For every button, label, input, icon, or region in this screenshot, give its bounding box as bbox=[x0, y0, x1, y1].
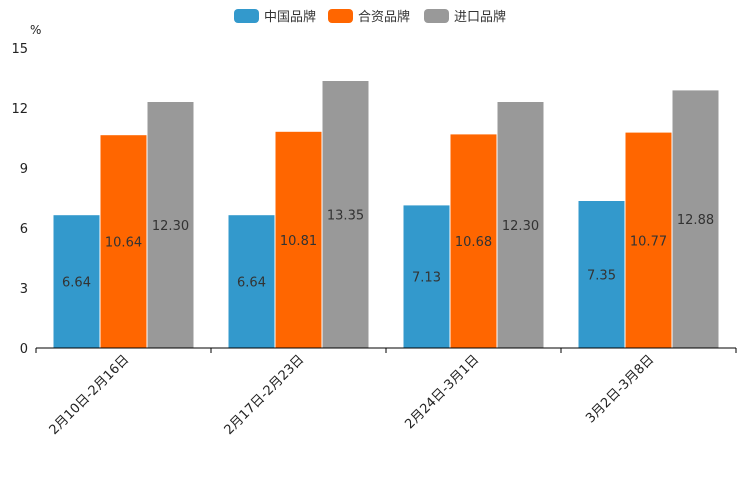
legend-label-3[interactable]: 进口品牌 bbox=[454, 9, 506, 25]
value-label: 12.88 bbox=[677, 213, 714, 228]
bar-2-2[interactable] bbox=[275, 131, 322, 348]
legend: 中国品牌 合资品牌 进口品牌 bbox=[234, 9, 506, 25]
bar-3-1[interactable] bbox=[147, 102, 194, 348]
bar-1-1[interactable] bbox=[53, 215, 100, 348]
legend-swatch-3[interactable] bbox=[424, 9, 449, 23]
legend-swatch-1[interactable] bbox=[234, 9, 259, 23]
value-label: 10.64 bbox=[105, 236, 142, 251]
value-label: 12.30 bbox=[152, 219, 189, 234]
value-label: 12.30 bbox=[502, 219, 539, 234]
y-axis-unit-label: % bbox=[30, 23, 41, 37]
bar-3-2[interactable] bbox=[322, 81, 369, 348]
value-label: 13.35 bbox=[327, 209, 364, 224]
x-category-label: 2月17日-2月23日 bbox=[222, 352, 308, 438]
x-category-label: 2月10日-2月16日 bbox=[47, 352, 133, 438]
bars bbox=[53, 81, 719, 349]
legend-label-1[interactable]: 中国品牌 bbox=[264, 9, 316, 25]
y-tick-label: 9 bbox=[20, 162, 28, 177]
bar-2-3[interactable] bbox=[450, 134, 497, 348]
value-label: 7.35 bbox=[587, 269, 616, 284]
value-label: 10.81 bbox=[280, 234, 317, 249]
bar-3-3[interactable] bbox=[497, 102, 544, 348]
y-axis: 0 3 6 9 12 15 bbox=[11, 42, 28, 357]
value-label: 10.68 bbox=[455, 235, 492, 250]
value-label: 6.64 bbox=[62, 276, 91, 291]
x-axis: 2月10日-2月16日 2月17日-2月23日 2月24日-3月1日 3月2日-3月8… bbox=[35, 348, 737, 438]
x-category-label: 2月24日-3月1日 bbox=[402, 352, 482, 432]
y-tick-label: 12 bbox=[11, 102, 28, 117]
bar-3-4[interactable] bbox=[672, 90, 719, 349]
y-tick-label: 15 bbox=[11, 42, 28, 57]
legend-swatch-2[interactable] bbox=[328, 9, 353, 23]
value-label: 10.77 bbox=[630, 234, 667, 249]
bar-2-4[interactable] bbox=[625, 132, 672, 348]
legend-label-2[interactable]: 合资品牌 bbox=[358, 9, 410, 25]
y-tick-label: 6 bbox=[20, 222, 28, 237]
value-labels: 6.64 10.64 12.30 6.64 10.81 13.35 7.13 10.68 12.… bbox=[62, 209, 714, 291]
bar-1-2[interactable] bbox=[228, 215, 275, 348]
y-tick-label: 0 bbox=[20, 342, 28, 357]
bar-1-4[interactable] bbox=[578, 201, 625, 348]
value-label: 6.64 bbox=[237, 276, 266, 291]
x-category-label: 3月2日-3月8日 bbox=[583, 352, 657, 426]
bar-1-3[interactable] bbox=[403, 205, 450, 348]
bar-2-1[interactable] bbox=[100, 135, 147, 348]
value-label: 7.13 bbox=[412, 271, 441, 286]
y-tick-label: 3 bbox=[20, 282, 28, 297]
